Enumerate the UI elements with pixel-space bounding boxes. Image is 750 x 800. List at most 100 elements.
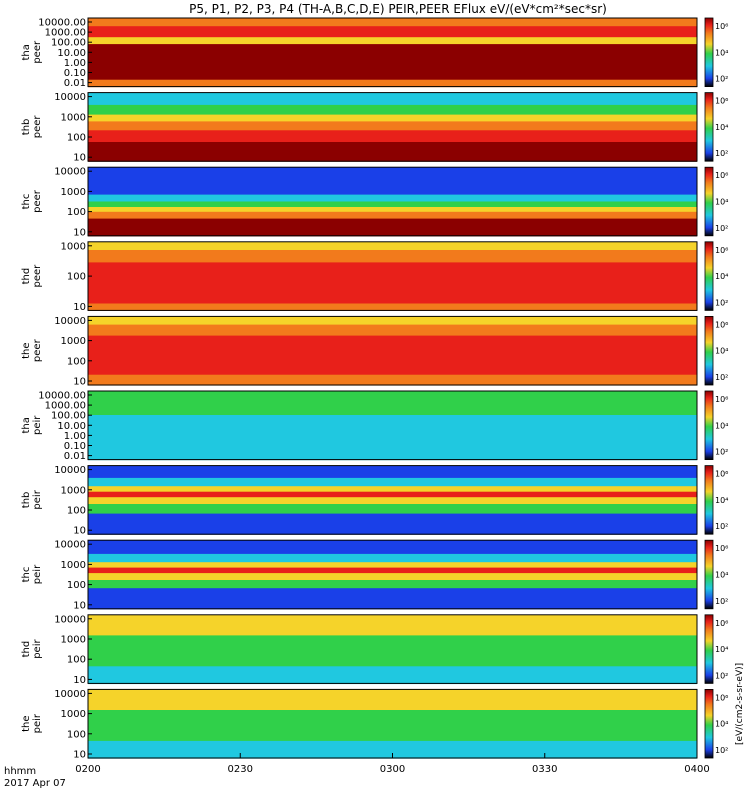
band-2 [88,104,697,116]
colorbar [704,539,714,610]
y-tick-label: 10 [73,153,86,164]
y-tick-label: 1.00 [64,58,86,69]
colorbar [704,614,714,684]
colorbar [704,241,714,311]
band-1 [88,18,697,27]
y-tick-label: 100 [67,580,86,591]
band-5 [88,573,697,581]
species-label: peer [32,338,43,362]
band-2 [88,710,697,742]
colorbar-tick-label: 10⁶ [715,171,728,180]
species-label: peer [32,189,43,213]
y-tick-label: 100 [67,655,86,666]
y-tick-label: 1000.00 [45,401,86,412]
band-6 [88,504,697,515]
colorbar-tick-label: 10⁶ [715,619,728,628]
colorbar-tick-label: 10² [715,671,728,680]
band-4 [88,567,697,574]
panel-thb-peer: 10000 1000 100 10 thb peer 10² 10⁴ 10⁶ [21,92,728,164]
panel-thd-peir: 10000 1000 100 10 thd peir 10² 10⁴ 10⁶ [21,614,728,686]
colorbar-tick-label: 10⁴ [715,571,728,580]
band-3 [88,37,697,45]
colorbar-tick-label: 10² [715,522,728,531]
y-tick-label: 10 [73,377,86,388]
colorbar-tick-label: 10⁶ [715,544,728,553]
y-tick-label: 1000 [61,112,86,123]
panel-frame [87,92,698,162]
band-2 [88,250,697,263]
colorbar [704,689,714,759]
band-1 [88,540,697,555]
y-tick-label: 100 [67,356,86,367]
band-1 [88,167,697,196]
probe-label: thc [21,567,32,583]
y-tick-label: 1000.00 [45,28,86,39]
band-1 [88,465,697,479]
time-axis-date: 2017 Apr 07 [4,778,66,789]
band-1 [88,92,697,106]
band-7 [88,588,697,610]
colorbar-tick-label: 10⁶ [715,693,728,702]
time-tick-label: 0200 [75,764,100,775]
colorbar-tick-label: 10² [715,224,728,233]
y-tick-label: 10 [73,750,86,761]
band-2 [88,324,697,337]
colorbar-tick-label: 10⁴ [715,421,728,430]
y-tick-label: 100 [67,207,86,218]
colorbar-tick-label: 10⁶ [715,395,728,404]
y-tick-label: 10000 [54,540,86,551]
colorbar-tick-label: 10² [715,149,728,158]
probe-label: the [21,715,32,731]
band-4 [88,121,697,131]
species-label: peer [32,40,43,64]
species-label: peir [32,415,43,435]
band-4 [88,491,697,498]
band-2 [88,26,697,38]
colorbar-tick-label: 10² [715,75,728,84]
y-tick-label: 10 [73,675,86,686]
band-3 [88,562,697,569]
colorbar-tick-label: 10⁴ [715,123,728,132]
band-4 [88,374,697,386]
species-label: peir [32,713,43,733]
band-6 [88,218,697,237]
time-tick-label: 0300 [380,764,405,775]
band-2 [88,194,697,203]
colorbar-tick-label: 10⁴ [715,347,728,356]
band-5 [88,211,697,220]
y-tick-label: 10000.00 [38,391,86,402]
panel-frame [87,166,698,237]
y-tick-label: 10.00 [57,48,86,59]
band-1 [88,614,697,636]
band-4 [88,44,697,81]
time-tick-label: 0330 [532,764,557,775]
y-tick-label: 10 [73,302,86,313]
y-tick-label: 100 [67,272,86,283]
band-3 [88,335,697,376]
figure-title: P5, P1, P2, P3, P4 (TH-A,B,C,D,E) PEIR,P… [189,2,607,16]
probe-label: thc [21,194,32,210]
species-label: peer [32,264,43,288]
colorbar-tick-label: 10² [715,373,728,382]
colorbar-tick-label: 10⁴ [715,48,728,57]
y-tick-label: 100 [67,506,86,517]
band-3 [88,486,697,493]
panel-frame [87,465,698,535]
colorbar-tick-label: 10⁴ [715,720,728,729]
y-tick-label: 10 [73,526,86,537]
y-tick-label: 1000 [61,635,86,646]
probe-label: thb [21,119,32,136]
y-tick-label: 0.01 [64,451,86,462]
y-tick-label: 0.01 [64,78,86,89]
colorbar-tick-label: 10² [715,597,728,606]
colorbar-tick-label: 10⁶ [715,320,728,329]
colorbar-tick-label: 10⁶ [715,97,728,106]
y-tick-label: 10.00 [57,421,86,432]
time-tick-label: 0400 [684,764,709,775]
band-3 [88,262,697,305]
species-label: peir [32,564,43,584]
probe-label: thd [21,641,32,658]
